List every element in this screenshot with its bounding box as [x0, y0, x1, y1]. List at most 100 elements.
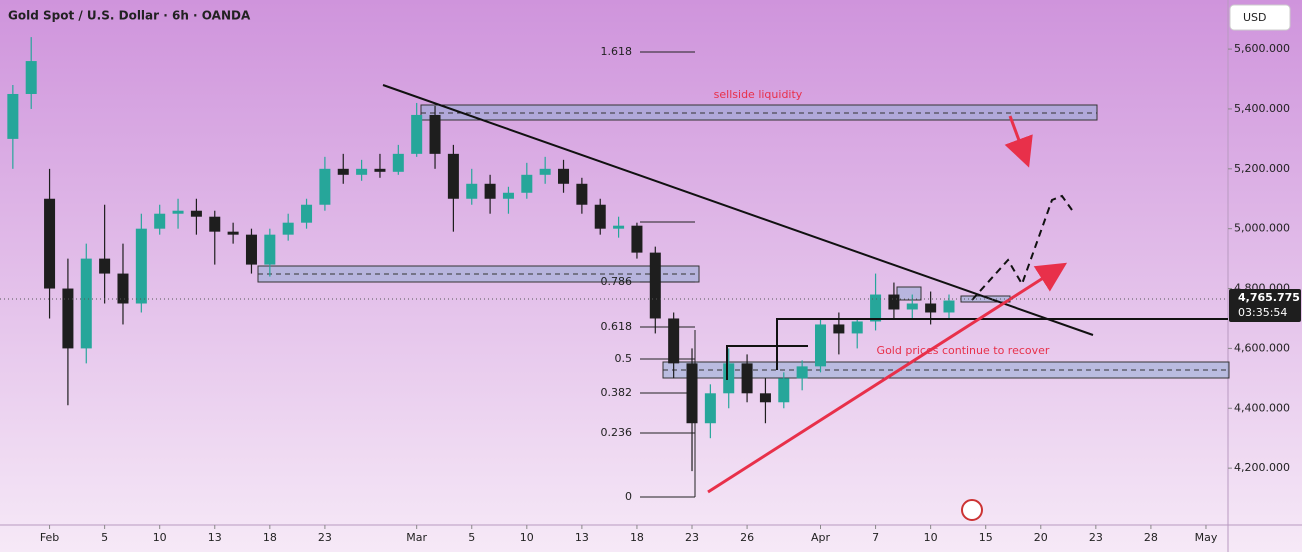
fib-label: 1.618: [601, 45, 633, 58]
x-tick-label: 20: [1034, 531, 1048, 544]
candle-body: [943, 300, 955, 313]
x-tick-label: Mar: [406, 531, 427, 544]
x-tick-label: 13: [575, 531, 589, 544]
last-price: 4,765.775: [1238, 291, 1300, 304]
x-tick-label: Apr: [811, 531, 831, 544]
candle-body: [392, 153, 404, 172]
candle-body: [668, 318, 680, 364]
y-tick-label: 4,200.000: [1234, 461, 1290, 474]
candle-body: [576, 183, 588, 205]
candle-body: [99, 258, 111, 274]
candle-body: [80, 258, 92, 349]
y-tick-label: 5,000.000: [1234, 222, 1290, 235]
candle-body: [7, 93, 19, 139]
x-tick-label: 10: [153, 531, 167, 544]
countdown: 03:35:54: [1238, 306, 1287, 319]
candle-body: [245, 234, 257, 265]
candle-body: [337, 168, 349, 175]
candle-body: [209, 216, 221, 232]
x-tick-label: 13: [208, 531, 222, 544]
candle-body: [906, 303, 918, 310]
candle-body: [686, 363, 698, 424]
y-tick-label: 5,600.000: [1234, 42, 1290, 55]
candle-body: [374, 168, 386, 172]
candle-body: [411, 114, 423, 154]
x-tick-label: 15: [979, 531, 993, 544]
candle-body: [704, 393, 716, 424]
up-arrow: [707, 262, 1068, 494]
annotation: sellside liquidity: [714, 88, 803, 101]
candle-body: [62, 288, 74, 349]
level-line: [776, 318, 1228, 370]
x-tick-label: 23: [1089, 531, 1103, 544]
candle-body: [814, 324, 827, 367]
fib-label: 0.5: [615, 352, 633, 365]
candle-body: [759, 393, 771, 403]
down-arrow: [1004, 115, 1033, 168]
axes: 4,200.0004,400.0004,600.0004,800.0005,00…: [40, 42, 1290, 544]
candle-body: [25, 61, 37, 94]
fib-label: 0.618: [601, 320, 633, 333]
zone: [896, 286, 922, 301]
x-tick-label: 26: [740, 531, 754, 544]
candle-body: [264, 234, 276, 265]
candle-body: [356, 168, 368, 175]
y-tick-label: 4,400.000: [1234, 401, 1290, 414]
x-tick-label: 5: [468, 531, 475, 544]
candle-body: [741, 363, 753, 394]
candle-body: [172, 210, 184, 214]
x-tick-label: 10: [520, 531, 534, 544]
candle-body: [319, 168, 331, 205]
x-tick-label: 28: [1144, 531, 1158, 544]
fib-label: 0.236: [601, 426, 633, 439]
candle-body: [466, 183, 478, 199]
candle-body: [613, 225, 625, 229]
candle-body: [301, 204, 313, 223]
candle-body: [484, 183, 496, 199]
candle-body: [429, 114, 441, 154]
candle-body: [796, 366, 808, 379]
trendline: [382, 84, 1094, 336]
x-tick-label: Feb: [40, 531, 59, 544]
x-tick-label: 18: [263, 531, 277, 544]
candle-body: [539, 168, 551, 175]
fib-label: 0: [625, 490, 632, 503]
candle-body: [282, 222, 294, 235]
level-line: [726, 345, 808, 380]
candle-body: [631, 225, 643, 253]
candle-body: [870, 294, 882, 322]
candle-body: [925, 303, 937, 313]
candle-body: [521, 174, 533, 193]
currency: USD: [1243, 11, 1267, 24]
y-tick-label: 5,200.000: [1234, 162, 1290, 175]
x-tick-label: 18: [630, 531, 644, 544]
x-tick-label: 23: [318, 531, 332, 544]
candle-body: [558, 168, 570, 184]
x-tick-label: 7: [872, 531, 879, 544]
candle-body: [154, 213, 166, 229]
y-tick-label: 5,400.000: [1234, 102, 1290, 115]
y-tick-label: 4,600.000: [1234, 341, 1290, 354]
price-tag: [1229, 289, 1301, 322]
candle-body: [594, 204, 606, 229]
candle-body: [723, 363, 735, 394]
candle-body: [502, 192, 514, 199]
candle-body: [227, 231, 239, 235]
x-tick-label: 23: [685, 531, 699, 544]
x-tick-label: May: [1195, 531, 1218, 544]
candles: [7, 37, 955, 472]
x-tick-label: 5: [101, 531, 108, 544]
candle-body: [135, 228, 147, 304]
x-tick-label: 10: [924, 531, 938, 544]
candle-body: [833, 324, 845, 334]
currency-button[interactable]: [1229, 4, 1291, 31]
candle-body: [888, 294, 900, 310]
candle-body: [44, 198, 56, 289]
candle-body: [190, 210, 202, 217]
candle-body: [447, 153, 459, 199]
fib-label: 0.382: [601, 386, 633, 399]
event-icon[interactable]: [961, 499, 983, 521]
fib-label: 0.786: [601, 275, 633, 288]
candle-body: [117, 273, 129, 304]
projection: [971, 194, 1073, 301]
